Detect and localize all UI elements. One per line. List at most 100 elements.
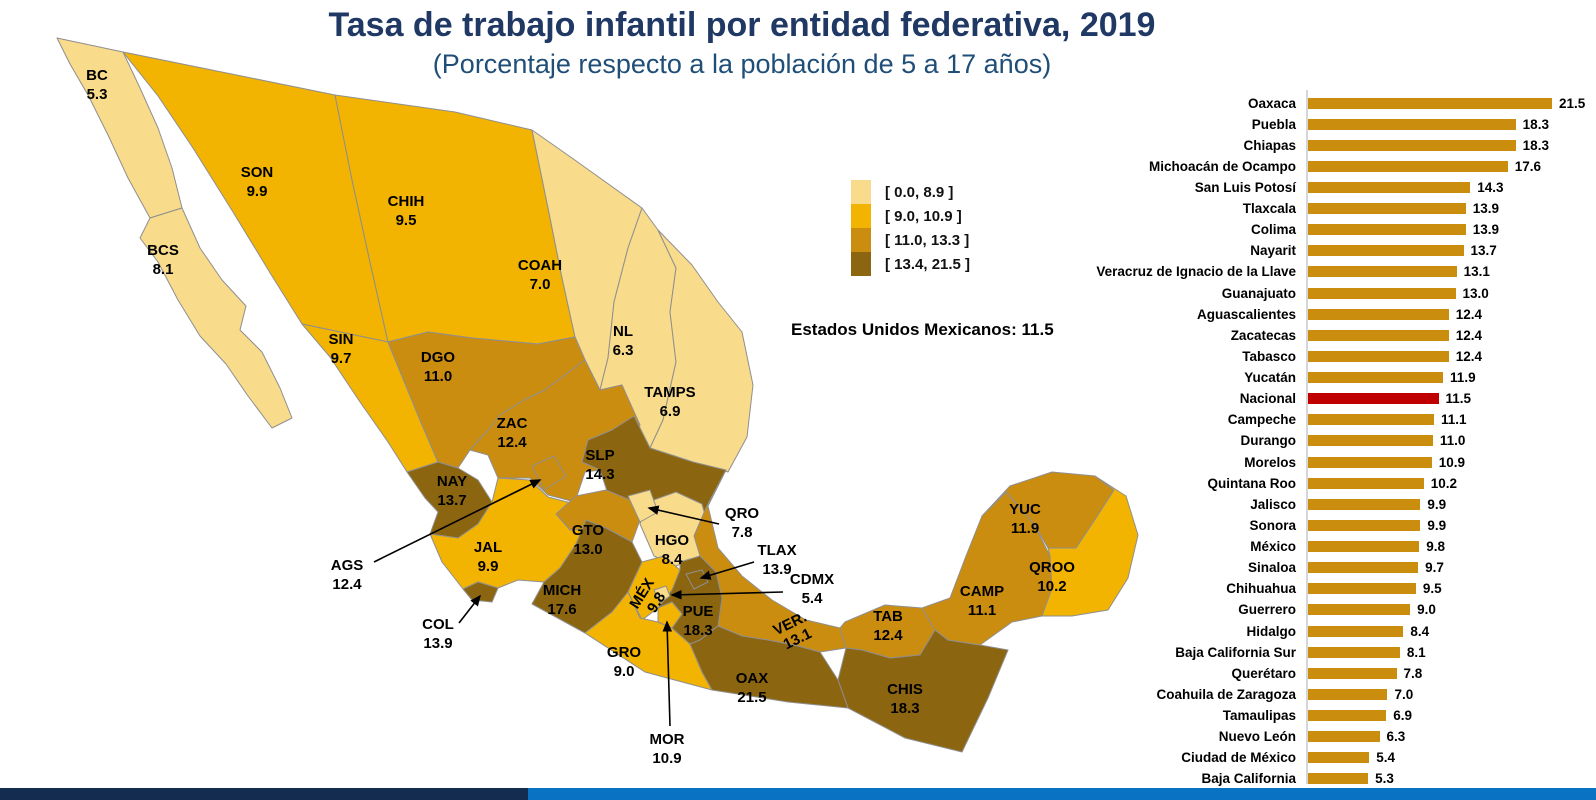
legend-item: [ 9.0, 10.9 ]	[851, 204, 970, 228]
bar-label: Tabasco	[1242, 348, 1296, 364]
bar	[1308, 160, 1508, 172]
header: Tasa de trabajo infantil por entidad fed…	[0, 6, 1484, 80]
bar-row: Baja California 5.3	[1040, 768, 1596, 789]
bar-value: 18.3	[1522, 137, 1549, 153]
bar-value: 8.1	[1406, 644, 1426, 660]
legend-item: [ 0.0, 8.9 ]	[851, 180, 970, 204]
state-label-nl: NL 6.3	[613, 323, 634, 359]
legend-label: [ 9.0, 10.9 ]	[885, 207, 962, 225]
bar-value: 11.9	[1450, 370, 1476, 386]
bar-row: Campeche 11.1	[1040, 409, 1596, 430]
state-chis	[837, 629, 1009, 753]
bar-value: 7.0	[1394, 686, 1414, 702]
state-label-gro: GRO 9.0	[607, 644, 642, 680]
state-label-hgo: HGO 8.4	[655, 532, 690, 568]
bar-label: San Luis Potosí	[1194, 179, 1296, 195]
bar-value: 6.9	[1393, 707, 1413, 723]
state-qroo	[1041, 475, 1139, 617]
bar-row: Baja California Sur 8.1	[1040, 642, 1596, 663]
bar-row: Jalisco 9.9	[1040, 494, 1596, 515]
bar	[1308, 688, 1388, 700]
bar-value: 12.4	[1455, 327, 1482, 343]
bar-label: Querétaro	[1231, 665, 1296, 681]
legend-label: [ 11.0, 13.3 ]	[885, 231, 970, 249]
state-label-ags: AGS 12.4	[331, 557, 364, 593]
bar-row: Oaxaca 21.5	[1040, 93, 1596, 114]
callout-arrow-col	[458, 594, 481, 624]
bar-value: 17.6	[1514, 158, 1542, 174]
bar-value: 18.3	[1522, 116, 1549, 132]
bar-value: 5.3	[1375, 771, 1394, 787]
footer-bar-left	[0, 788, 528, 800]
state-label-chis: CHIS 18.3	[887, 681, 923, 717]
bar-label: Morelos	[1244, 454, 1296, 470]
bar-row: Quintana Roo 10.2	[1040, 473, 1596, 494]
bar	[1308, 372, 1444, 384]
bar-label: Sinaloa	[1247, 560, 1296, 576]
bar-row: Tamaulipas 6.9	[1040, 705, 1596, 726]
bar-row: Chihuahua 9.5	[1040, 578, 1596, 599]
state-label-pue: PUE 18.3	[683, 603, 714, 639]
state-label-bc: BC 5.3	[86, 67, 108, 103]
bar-row: Puebla 18.3	[1040, 114, 1596, 135]
state-label-dgo: DGO 11.0	[421, 349, 456, 385]
mexico-choropleth-map: BC 5.3 BCS 8.1 SON 9.9 CHIH 9.5 COAH 7.0 NL 6.3 TAMP…	[56, 37, 1139, 767]
bar-value: 9.8	[1426, 539, 1445, 555]
bar	[1308, 709, 1387, 721]
bar-label: Nuevo León	[1218, 729, 1296, 745]
state-label-jal: JAL 9.9	[474, 539, 502, 575]
bar	[1308, 773, 1369, 785]
state-label-oax: OAX 21.5	[736, 670, 769, 706]
bar-row: Sonora 9.9	[1040, 515, 1596, 536]
bar-nacional-highlight	[1308, 393, 1439, 405]
bar	[1308, 562, 1419, 574]
state-label-mor: MOR 10.9	[650, 731, 685, 767]
bar-row: Morelos 10.9	[1040, 452, 1596, 473]
bar	[1308, 414, 1434, 426]
state-cdmx	[653, 585, 671, 604]
state-label-chih: CHIH 9.5	[388, 193, 425, 229]
bar	[1308, 646, 1400, 658]
bar-value: 11.0	[1439, 433, 1466, 449]
bar-row: Chiapas 18.3	[1040, 135, 1596, 156]
bar-label: Nacional	[1239, 391, 1296, 407]
state-bcs	[139, 207, 293, 429]
bar-value: 21.5	[1559, 95, 1586, 111]
bar-label: Ciudad de México	[1181, 750, 1296, 766]
bar	[1308, 118, 1516, 130]
bar-label: Nayarit	[1250, 243, 1296, 259]
state-label-tlax: TLAX 13.9	[757, 542, 796, 578]
bar-value: 9.7	[1425, 560, 1444, 576]
bar-label: Campeche	[1227, 412, 1296, 428]
bar-value: 13.9	[1472, 201, 1500, 217]
bar-label: Chihuahua	[1226, 581, 1296, 597]
bar-label: Jalisco	[1250, 496, 1296, 512]
bar	[1308, 731, 1380, 743]
bar-row: Yucatán 11.9	[1040, 367, 1596, 388]
bar-value: 7.8	[1403, 665, 1423, 681]
bar-value: 9.5	[1422, 581, 1442, 597]
bar-label: Colima	[1250, 222, 1296, 238]
bar-row: Tlaxcala 13.9	[1040, 198, 1596, 219]
legend-swatch	[851, 180, 871, 204]
bar-value: 13.0	[1462, 285, 1489, 301]
state-label-son: SON 9.9	[241, 164, 274, 200]
footer-bar-right	[528, 788, 1596, 800]
bar-row: Nacional 11.5	[1040, 388, 1596, 409]
bar	[1308, 308, 1449, 320]
bar-row: Ciudad de México 5.4	[1040, 747, 1596, 768]
bar-value: 13.9	[1472, 222, 1500, 238]
bar-value: 10.2	[1430, 475, 1458, 491]
bar-row: Zacatecas 12.4	[1040, 325, 1596, 346]
state-mich	[531, 519, 643, 634]
bar-label: Hidalgo	[1246, 623, 1297, 639]
callout-arrow-cdmx	[670, 589, 784, 600]
bar	[1308, 519, 1421, 531]
bar	[1308, 329, 1449, 341]
bar	[1308, 350, 1449, 362]
bar-row: Hidalgo 8.4	[1040, 621, 1596, 642]
legend-swatch	[851, 228, 871, 252]
bar-value: 10.9	[1438, 454, 1465, 470]
page-subtitle: (Porcentaje respecto a la población de 5…	[432, 49, 1052, 79]
